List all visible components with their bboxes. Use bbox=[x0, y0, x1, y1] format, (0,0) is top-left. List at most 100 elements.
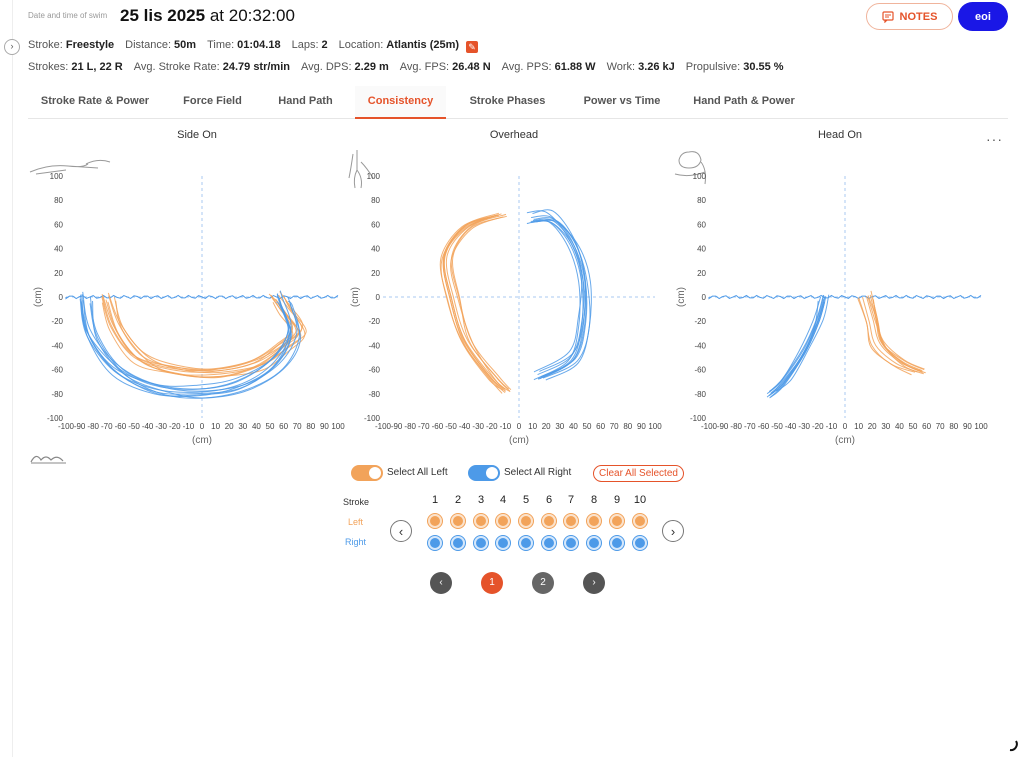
swim-time: 20:32:00 bbox=[228, 6, 295, 25]
plot-head-on: Head On100806040200-20-40-60-80-100-100-… bbox=[674, 129, 988, 446]
metric-key: Work: bbox=[606, 61, 636, 73]
stroke-number: 1 bbox=[431, 494, 439, 506]
left-stroke-toggle[interactable] bbox=[519, 514, 533, 528]
right-stroke-toggle[interactable] bbox=[474, 536, 488, 550]
clear-all-selected-button[interactable]: Clear All Selected bbox=[593, 465, 684, 482]
tab-force-field[interactable]: Force Field bbox=[183, 95, 242, 107]
metric-value: 2.29 m bbox=[354, 61, 389, 73]
date-label: Date and time of swim bbox=[28, 11, 108, 20]
stroke-path-right bbox=[769, 295, 825, 392]
metric-value: 26.48 N bbox=[452, 61, 491, 73]
left-stroke-toggle[interactable] bbox=[428, 514, 442, 528]
stroke-path-left bbox=[870, 290, 925, 370]
right-stroke-toggle[interactable] bbox=[428, 536, 442, 550]
left-stroke-toggle[interactable] bbox=[587, 514, 601, 528]
x-tick-label: 100 bbox=[331, 422, 345, 431]
y-tick-label: 100 bbox=[50, 172, 64, 181]
stroke-path-right bbox=[770, 295, 826, 394]
page-1-button[interactable]: 1 bbox=[481, 572, 503, 594]
stroke-path-right bbox=[530, 220, 584, 380]
page-2-button[interactable]: 2 bbox=[532, 572, 554, 594]
loading-spinner-icon bbox=[1009, 740, 1018, 752]
x-tick-label: 0 bbox=[200, 422, 205, 431]
stroke-path-left bbox=[858, 297, 916, 373]
select-all-right-toggle[interactable] bbox=[468, 465, 500, 481]
tab-consistency[interactable]: Consistency bbox=[355, 86, 446, 119]
user-avatar-button[interactable]: eoi bbox=[958, 2, 1008, 31]
page-next-button[interactable]: › bbox=[583, 572, 605, 594]
tab-stroke-rate-power[interactable]: Stroke Rate & Power bbox=[40, 95, 150, 107]
left-stroke-toggle[interactable] bbox=[496, 514, 510, 528]
left-stroke-toggle[interactable] bbox=[474, 514, 488, 528]
y-tick-label: 0 bbox=[376, 293, 381, 302]
stroke-path-left bbox=[107, 301, 302, 379]
stroke-path-left bbox=[450, 213, 512, 391]
x-tick-label: -50 bbox=[771, 422, 783, 431]
stroke-path-right bbox=[536, 219, 591, 379]
tab-hand-path-power[interactable]: Hand Path & Power bbox=[693, 95, 795, 107]
tab-power-vs-time[interactable]: Power vs Time bbox=[583, 95, 661, 107]
right-stroke-toggle[interactable] bbox=[564, 536, 578, 550]
right-stroke-toggle[interactable] bbox=[519, 536, 533, 550]
x-tick-label: 70 bbox=[293, 422, 302, 431]
y-tick-label: -100 bbox=[364, 414, 381, 423]
y-tick-label: -40 bbox=[694, 341, 706, 350]
right-stroke-toggle[interactable] bbox=[587, 536, 601, 550]
sidebar-expand-icon[interactable]: › bbox=[4, 39, 20, 55]
stroke-path-right bbox=[531, 215, 585, 376]
stroke-path-right bbox=[533, 217, 588, 378]
metric-value: 24.79 str/min bbox=[222, 61, 290, 73]
y-tick-label: 60 bbox=[697, 220, 706, 229]
tab-hand-path[interactable]: Hand Path bbox=[278, 95, 333, 107]
page-prev-button[interactable]: ‹ bbox=[430, 572, 452, 594]
right-stroke-toggle[interactable] bbox=[542, 536, 556, 550]
left-stroke-toggle[interactable] bbox=[451, 514, 465, 528]
plot-title: Overhead bbox=[490, 129, 538, 141]
stroke-path-left bbox=[439, 215, 504, 391]
x-axis-label: (cm) bbox=[835, 435, 855, 446]
metric-item: Avg. DPS: 2.29 m bbox=[301, 61, 389, 73]
stroke-path-right bbox=[526, 219, 581, 381]
stroke-path-left bbox=[443, 212, 507, 390]
metric-value: 21 L, 22 R bbox=[71, 61, 123, 73]
x-tick-label: -100 bbox=[58, 422, 75, 431]
select-all-left-toggle[interactable] bbox=[351, 465, 383, 481]
more-options-icon[interactable]: ··· bbox=[986, 131, 1003, 147]
stroke-path-right bbox=[80, 301, 292, 398]
plot-title: Side On bbox=[177, 129, 217, 141]
left-stroke-toggle[interactable] bbox=[542, 514, 556, 528]
right-stroke-toggle[interactable] bbox=[451, 536, 465, 550]
swim-metrics-row: Strokes: 21 L, 22 R Avg. Stroke Rate: 24.79… bbox=[28, 61, 795, 73]
x-tick-label: 90 bbox=[320, 422, 329, 431]
left-stroke-toggle[interactable] bbox=[564, 514, 578, 528]
note-icon bbox=[881, 10, 894, 23]
right-stroke-toggle[interactable] bbox=[633, 536, 647, 550]
wave-profile-icon[interactable] bbox=[30, 450, 68, 466]
y-axis-label: (cm) bbox=[33, 287, 44, 307]
notes-label: NOTES bbox=[899, 10, 938, 23]
right-stroke-toggle[interactable] bbox=[610, 536, 624, 550]
summary-value: Freestyle bbox=[65, 39, 115, 51]
left-stroke-toggle[interactable] bbox=[633, 514, 647, 528]
stroke-path-left bbox=[115, 300, 306, 378]
tab-stroke-phases[interactable]: Stroke Phases bbox=[469, 95, 546, 107]
x-tick-label: -50 bbox=[128, 422, 140, 431]
stroke-next-button[interactable]: › bbox=[662, 520, 684, 542]
stroke-path-left bbox=[862, 296, 918, 373]
stroke-path-right bbox=[536, 219, 592, 381]
x-tick-label: 10 bbox=[854, 422, 863, 431]
stroke-number: 8 bbox=[590, 494, 598, 506]
x-tick-label: 60 bbox=[922, 422, 931, 431]
edit-location-icon[interactable]: ✎ bbox=[466, 41, 479, 53]
right-stroke-toggle[interactable] bbox=[496, 536, 510, 550]
stroke-path-right bbox=[81, 293, 289, 390]
swimmer-overhead-icon bbox=[348, 150, 374, 189]
x-tick-label: 40 bbox=[895, 422, 904, 431]
summary-value: 50m bbox=[174, 39, 197, 51]
stroke-prev-button[interactable]: ‹ bbox=[390, 520, 412, 542]
at-text: at bbox=[209, 6, 224, 25]
water-surface-line bbox=[708, 294, 982, 300]
left-sidebar bbox=[0, 0, 13, 757]
left-stroke-toggle[interactable] bbox=[610, 514, 624, 528]
notes-button[interactable]: NOTES bbox=[866, 3, 953, 30]
